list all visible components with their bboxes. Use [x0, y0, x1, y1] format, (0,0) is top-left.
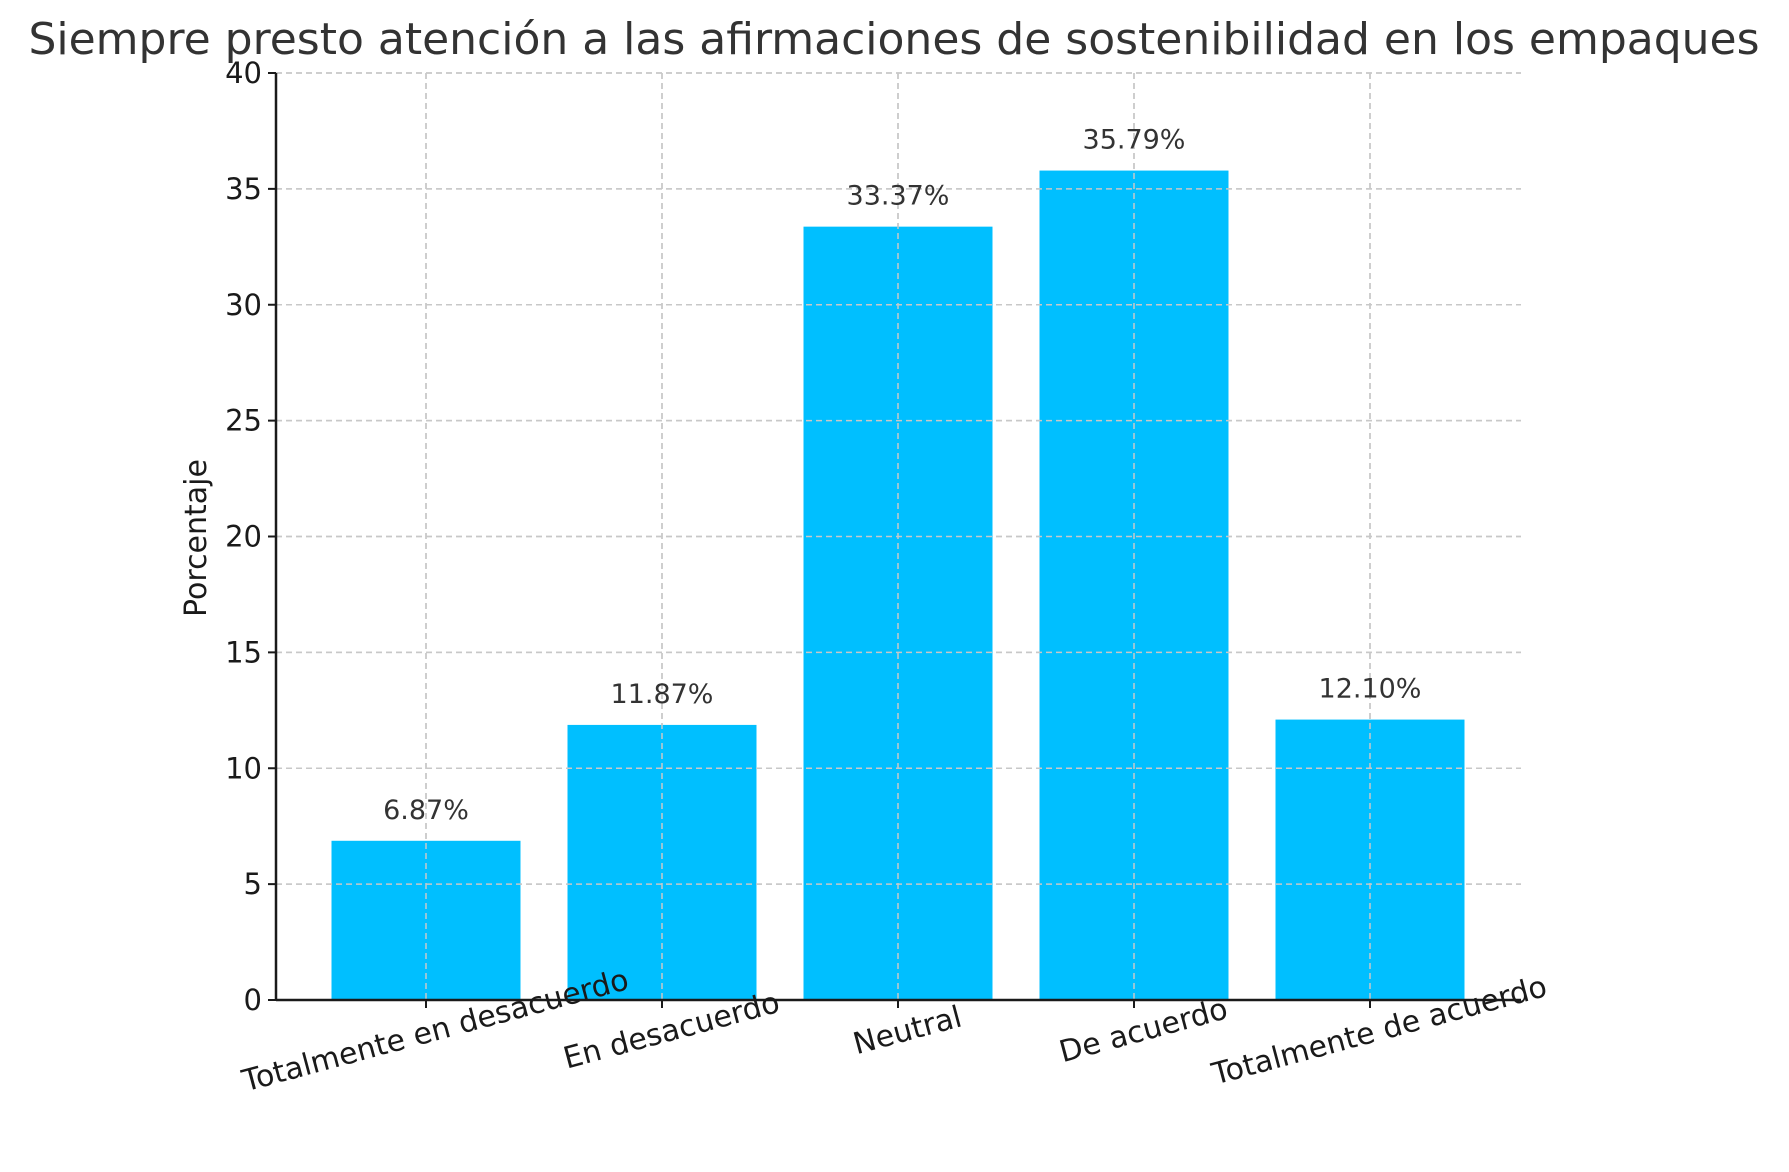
chart-title: Siempre presto atención a las afirmacion…: [28, 14, 1759, 65]
y-tick-label: 25: [225, 404, 262, 438]
y-tick-label: 0: [244, 983, 262, 1017]
y-axis-title: Porcentaje: [179, 459, 214, 617]
data-label: 35.79%: [1083, 125, 1186, 156]
data-label: 12.10%: [1319, 674, 1422, 705]
y-tick-label: 15: [225, 635, 262, 669]
y-tick-label: 5: [244, 867, 262, 901]
y-tick-label: 30: [225, 288, 262, 322]
y-tick-label: 35: [225, 172, 262, 206]
y-axis-ticks: 0 5 10 15 20 25 30 35 40: [225, 56, 276, 1017]
x-tick-label: Neutral: [850, 1000, 966, 1062]
data-label: 11.87%: [611, 679, 714, 710]
y-tick-label: 20: [225, 520, 262, 554]
x-tick-label: De acuerdo: [1056, 992, 1232, 1070]
y-tick-label: 40: [225, 56, 262, 90]
data-label: 6.87%: [383, 795, 469, 826]
data-labels: 6.87% 11.87% 33.37% 35.79% 12.10%: [383, 125, 1421, 826]
bars: [276, 72, 1521, 1000]
data-label: 33.37%: [847, 181, 950, 212]
y-tick-label: 10: [225, 751, 262, 785]
